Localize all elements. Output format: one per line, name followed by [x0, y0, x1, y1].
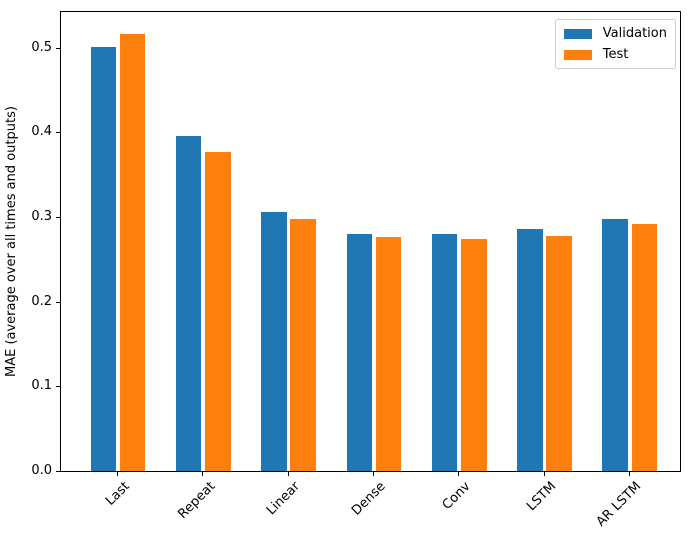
- bar-validation-repeat: [175, 135, 202, 471]
- y-tick-mark: [56, 216, 60, 218]
- y-tick-mark: [56, 301, 60, 303]
- legend-item-test: Test: [563, 47, 667, 62]
- x-tick-label-last: Last: [102, 479, 133, 509]
- bar-test-lstm: [546, 236, 572, 471]
- x-tick-mark: [543, 472, 545, 476]
- bar-validation-dense: [346, 233, 373, 471]
- x-tick-label-lstm: LSTM: [523, 479, 560, 515]
- y-tick-label: 0.3: [31, 208, 52, 224]
- bar-test-conv: [461, 238, 487, 471]
- bar-validation-linear: [261, 211, 287, 471]
- y-tick-mark: [56, 471, 60, 472]
- legend: Validation Test: [554, 19, 676, 69]
- legend-label-test: Test: [602, 47, 629, 62]
- x-tick-mark: [628, 472, 630, 476]
- bar-test-repeat: [205, 151, 231, 471]
- x-tick-label-repeat: Repeat: [174, 479, 218, 522]
- y-tick-label: 0.1: [31, 378, 52, 394]
- plot-area: Validation Test: [60, 11, 681, 472]
- x-tick-label-conv: Conv: [439, 479, 474, 513]
- bar-test-ar-lstm: [631, 223, 658, 471]
- bar-validation-conv: [431, 233, 458, 471]
- x-tick-mark: [117, 472, 118, 476]
- legend-item-validation: Validation: [563, 26, 667, 41]
- x-tick-label-linear: Linear: [264, 479, 304, 519]
- y-axis-label: MAE (average over all times and outputs): [4, 106, 19, 377]
- y-tick-label: 0.5: [31, 39, 52, 55]
- validation-color-swatch: [563, 28, 592, 39]
- y-tick-label: 0.2: [31, 293, 52, 309]
- x-tick-mark: [372, 472, 374, 476]
- bar-test-linear: [290, 218, 316, 471]
- legend-label-validation: Validation: [602, 26, 667, 41]
- y-tick-mark: [56, 386, 60, 388]
- x-tick-mark: [287, 472, 289, 476]
- bar-test-last: [119, 34, 146, 471]
- bar-test-dense: [375, 237, 402, 471]
- bar-validation-lstm: [517, 228, 543, 471]
- x-tick-mark: [458, 472, 460, 476]
- y-tick-label: 0.4: [31, 124, 52, 140]
- bar-validation-ar-lstm: [602, 218, 628, 471]
- x-tick-label-ar-lstm: AR LSTM: [593, 479, 645, 530]
- test-color-swatch: [563, 49, 592, 60]
- y-tick-mark: [56, 132, 60, 134]
- y-tick-label: 0.0: [31, 463, 52, 478]
- x-tick-mark: [202, 472, 204, 476]
- bar-validation-last: [90, 46, 117, 471]
- x-tick-label-dense: Dense: [348, 479, 389, 519]
- y-tick-mark: [56, 47, 60, 49]
